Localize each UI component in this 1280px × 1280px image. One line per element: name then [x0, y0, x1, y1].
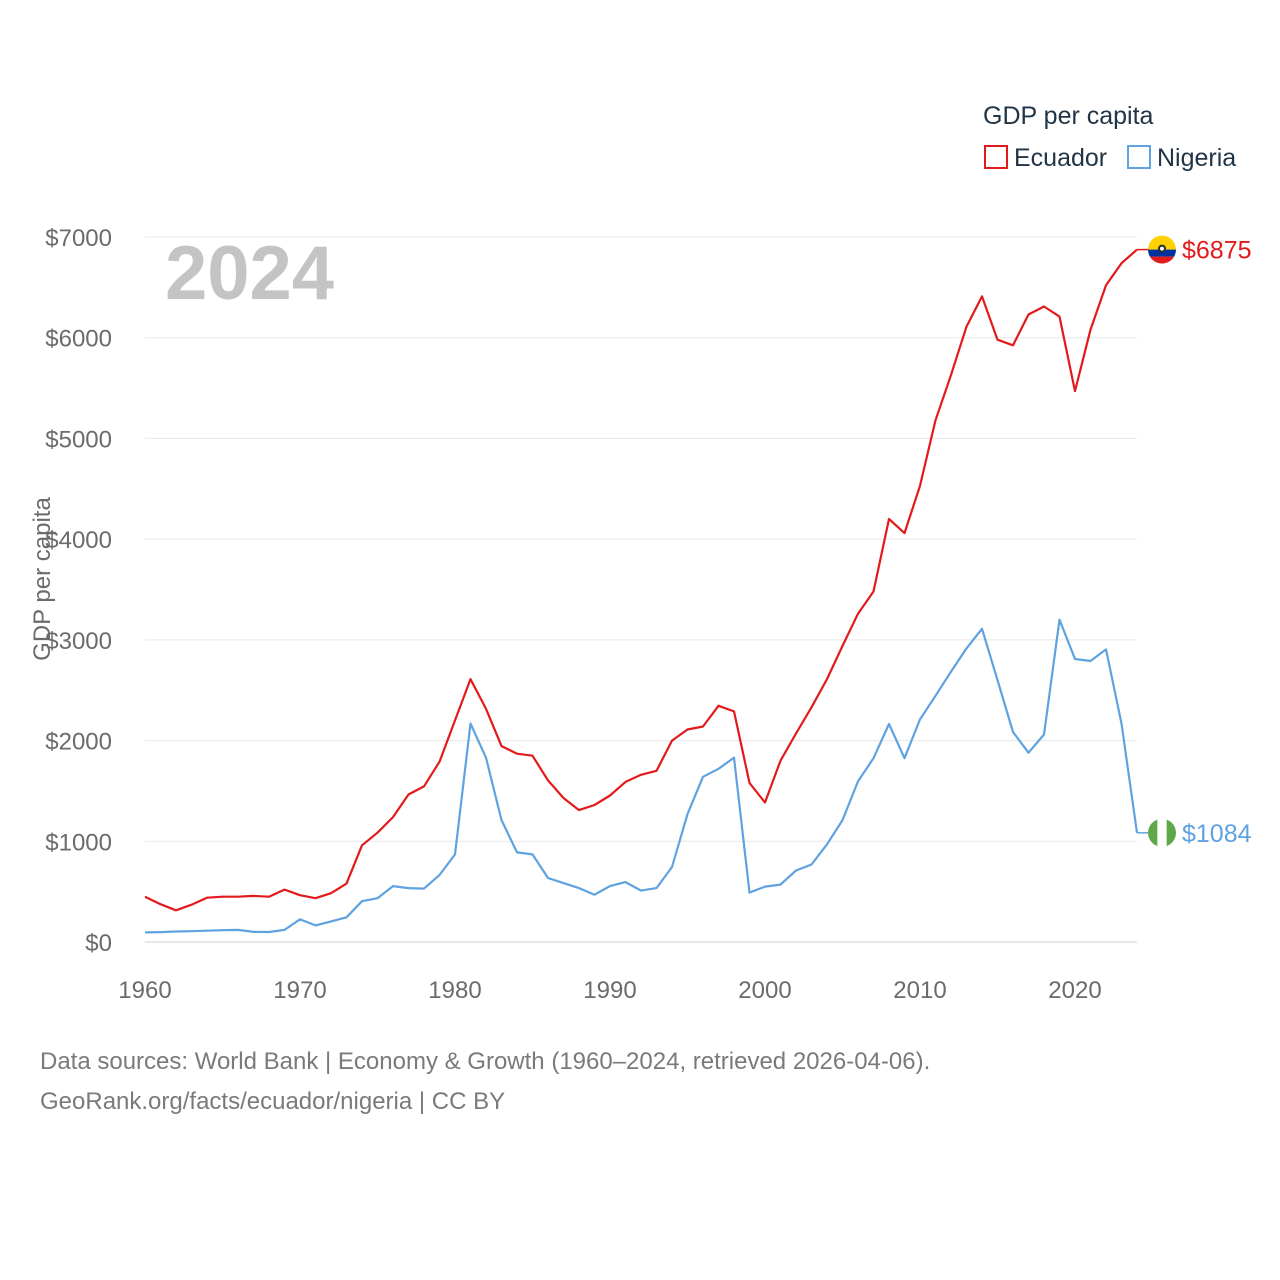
end-label-nigeria: $1084 [1182, 820, 1252, 848]
end-labels: $6875 $1084 [1137, 235, 1252, 848]
legend-swatch-ecuador [984, 145, 1008, 169]
y-axis-title: GDP per capita [29, 497, 56, 661]
y-tick-label: $6000 [45, 326, 112, 353]
y-tick-label: $3000 [45, 628, 112, 655]
x-tick-label: 2000 [738, 977, 791, 1004]
series-line-ecuador[interactable] [144, 248, 1138, 912]
x-tick-label: 2020 [1048, 977, 1101, 1004]
legend-swatch-nigeria [1127, 145, 1151, 169]
nigeria-flag-icon [1148, 818, 1176, 847]
x-tick-label: 1960 [118, 977, 171, 1004]
watermark-year: 2024 [165, 231, 334, 316]
footer-sources: Data sources: World Bank | Economy & Gro… [40, 1048, 931, 1075]
gridlines [145, 236, 1137, 943]
x-tick-label: 1980 [428, 977, 481, 1004]
footer-link[interactable]: GeoRank.org/facts/ecuador/nigeria | CC B… [40, 1088, 506, 1115]
legend-entry-nigeria[interactable]: Nigeria [1127, 144, 1236, 172]
y-tick-label: $1000 [45, 829, 112, 856]
footer: Data sources: World Bank | Economy & Gro… [40, 1042, 930, 1122]
y-tick-label: $7000 [45, 225, 112, 252]
x-tick-label: 1990 [583, 977, 636, 1004]
y-axis-ticks: $0 $1000 $2000 $3000 $4000 $5000 $6000 $7000 [45, 225, 112, 957]
x-tick-label: 1970 [273, 977, 326, 1004]
y-tick-label: $2000 [45, 729, 112, 756]
y-tick-label: $5000 [45, 426, 112, 453]
x-tick-label: 2010 [893, 977, 946, 1004]
y-tick-label: $4000 [45, 527, 112, 554]
series-lines [144, 248, 1139, 934]
legend-label-ecuador: Ecuador [1014, 144, 1107, 172]
ecuador-flag-icon [1148, 235, 1176, 264]
y-tick-label: $0 [85, 930, 112, 957]
chart: GDP per capita Ecuador Nigeria 2024 GDP … [29, 102, 1252, 1004]
legend-title: GDP per capita [983, 102, 1154, 130]
x-axis-ticks: 1960 1970 1980 1990 2000 2010 2020 [118, 977, 1101, 1004]
end-label-ecuador: $6875 [1182, 237, 1252, 265]
series-line-nigeria[interactable] [144, 618, 1139, 934]
legend-entry-ecuador[interactable]: Ecuador [984, 144, 1107, 172]
legend-label-nigeria: Nigeria [1157, 144, 1236, 172]
